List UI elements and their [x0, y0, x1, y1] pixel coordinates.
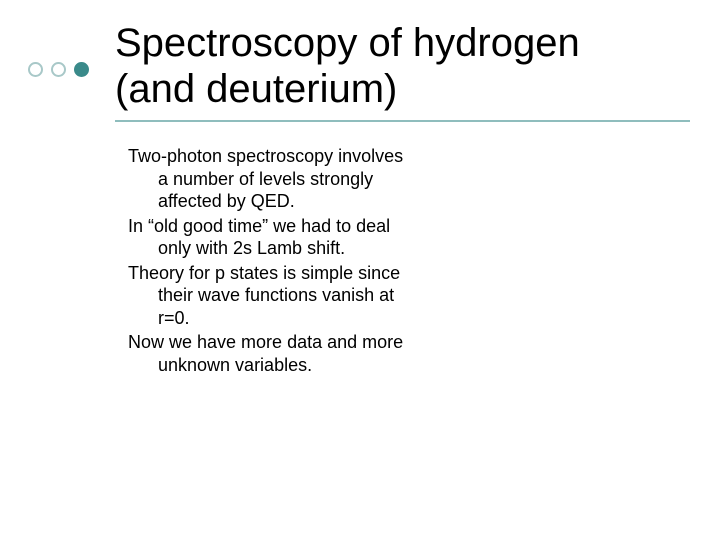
slide: Spectroscopy of hydrogen (and deuterium)…	[0, 0, 720, 540]
title-line-1: Spectroscopy of hydrogen	[115, 21, 580, 65]
slide-body: Two-photon spectroscopy involves a numbe…	[128, 145, 408, 378]
bullet-dot-2	[51, 62, 66, 77]
title-divider	[115, 120, 690, 122]
slide-title: Spectroscopy of hydrogen (and deuterium)	[115, 20, 695, 112]
body-paragraph-1: Two-photon spectroscopy involves a numbe…	[128, 145, 408, 213]
title-bullets	[28, 62, 89, 77]
bullet-dot-1	[28, 62, 43, 77]
title-line-2: (and deuterium)	[115, 67, 397, 111]
body-paragraph-2: In “old good time” we had to deal only w…	[128, 215, 408, 260]
body-paragraph-4: Now we have more data and more unknown v…	[128, 331, 408, 376]
bullet-dot-3	[74, 62, 89, 77]
body-paragraph-3: Theory for p states is simple since thei…	[128, 262, 408, 330]
